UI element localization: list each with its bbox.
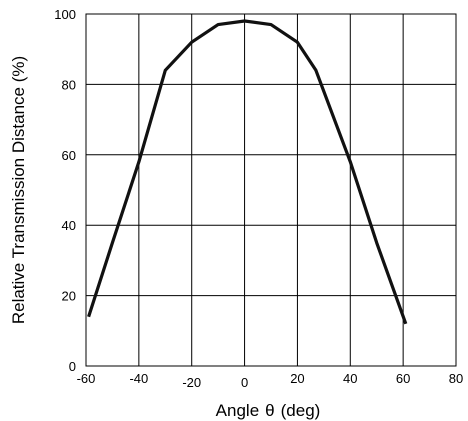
plot-area: [85, 13, 457, 367]
series-line: [87, 19, 408, 325]
x-axis-title-suffix: (deg): [281, 401, 321, 420]
x-tick-label: 40: [343, 371, 357, 386]
y-tick-label: 100: [54, 7, 76, 22]
y-tick-label: 80: [62, 77, 76, 92]
y-tick-label: 20: [62, 289, 76, 304]
theta-symbol: θ: [265, 401, 274, 420]
x-tick-label: -20: [182, 375, 201, 390]
x-axis-title: Angle θ (deg): [216, 401, 321, 420]
x-tick-label: 60: [396, 371, 410, 386]
y-axis-title: Relative Transmission Distance (%): [9, 56, 28, 324]
x-tick-label: 0: [241, 375, 248, 390]
x-tick-label: -60: [77, 371, 96, 386]
y-tick-labels: 0 20 40 60 80 100: [54, 7, 76, 374]
x-tick-labels: -60 -40 -20 0 20 40 60 80: [77, 371, 464, 390]
x-tick-label: -40: [129, 371, 148, 386]
y-tick-label: 0: [69, 359, 76, 374]
x-tick-label: 80: [449, 371, 463, 386]
x-axis-title-prefix: Angle: [216, 401, 259, 420]
y-tick-label: 60: [62, 148, 76, 163]
y-tick-label: 40: [62, 218, 76, 233]
x-tick-label: 20: [290, 371, 304, 386]
